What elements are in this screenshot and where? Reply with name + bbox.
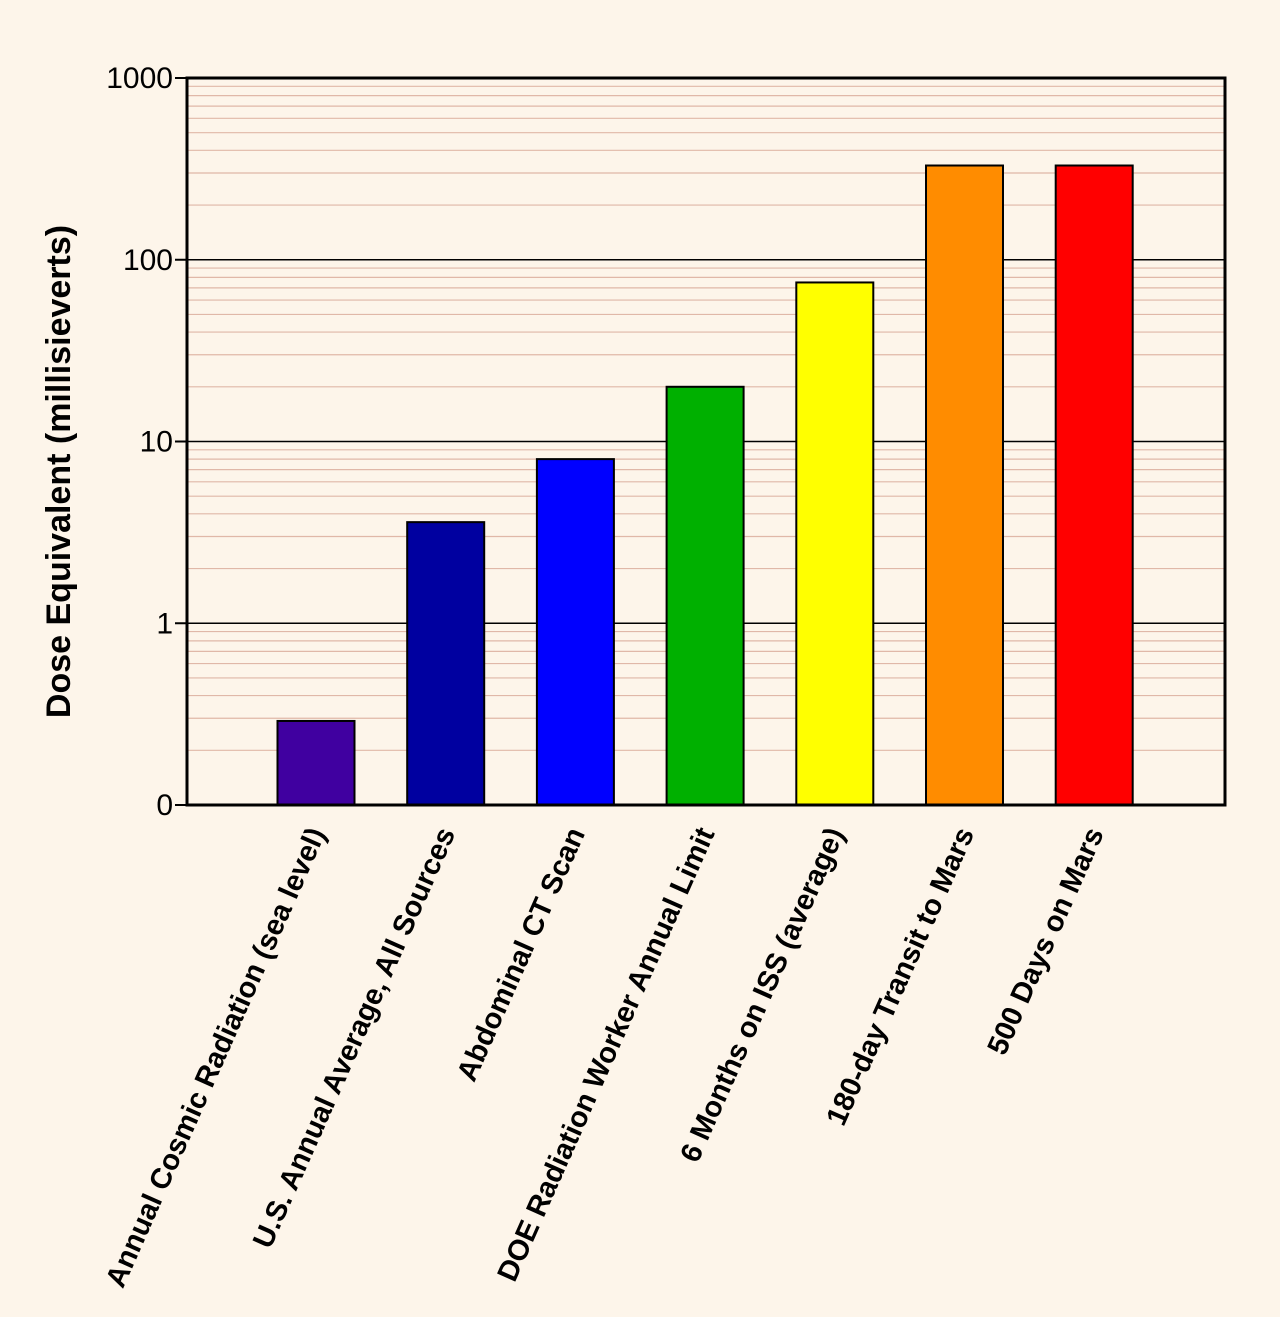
bar	[1054, 164, 1134, 807]
y-tick-label: 10	[140, 426, 173, 459]
bar	[535, 458, 615, 806]
x-tick-label: Annual Cosmic Radiation (sea level)	[100, 823, 332, 1292]
y-axis-title: Dose Equivalent (millisieverts)	[40, 225, 78, 718]
bar-layer	[276, 164, 1134, 807]
x-tick-label: DOE Radiation Worker Annual Limit	[492, 823, 722, 1287]
x-tick-label: 500 Days on Mars	[982, 823, 1111, 1060]
bar	[276, 719, 356, 806]
bar	[406, 521, 486, 806]
bar	[665, 385, 745, 806]
y-tick-label: 0	[156, 789, 173, 822]
x-axis: Annual Cosmic Radiation (sea level)U.S. …	[100, 823, 1111, 1293]
y-tick-label: 1	[156, 607, 173, 640]
x-tick-label: 180-day Transit to Mars	[821, 823, 981, 1130]
x-tick-label: Abdominal CT Scan	[451, 823, 592, 1086]
bar	[925, 164, 1004, 807]
bar	[795, 281, 875, 806]
y-tick-label: 100	[123, 244, 173, 277]
y-tick-label: 1000	[106, 62, 173, 95]
y-axis: 0 1 10 100 1000	[106, 62, 187, 822]
